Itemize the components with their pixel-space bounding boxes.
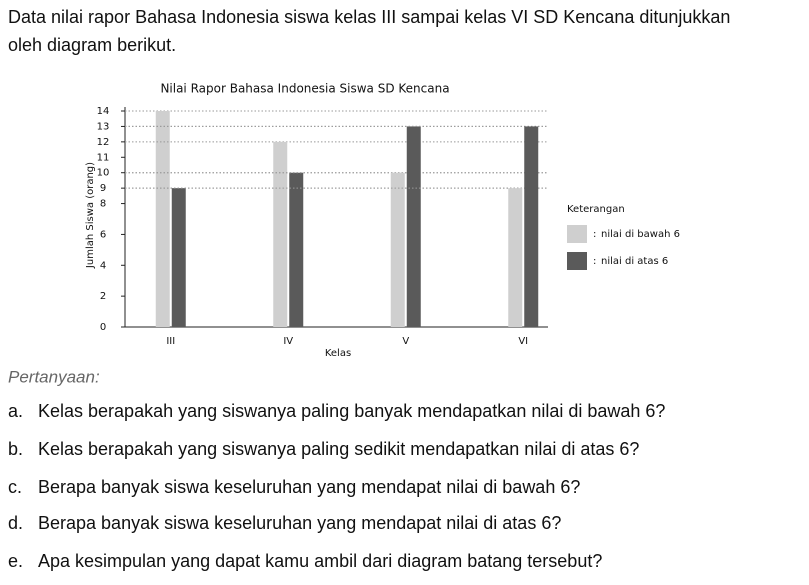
intro-line: oleh diagram berikut. bbox=[8, 35, 176, 55]
x-tick-label: IV bbox=[283, 336, 293, 347]
x-tick-label: VI bbox=[518, 336, 528, 347]
question-letter: c. bbox=[8, 477, 22, 497]
legend-separator: : bbox=[593, 256, 596, 267]
y-tick-label: 6 bbox=[100, 229, 106, 240]
legend-title: Keterangan bbox=[567, 204, 625, 215]
y-tick-label: 9 bbox=[100, 183, 106, 194]
bar bbox=[524, 126, 539, 327]
x-axis-label: Kelas bbox=[325, 348, 351, 359]
question-text: Berapa banyak siswa keseluruhan yang men… bbox=[38, 513, 561, 533]
legend-swatch bbox=[567, 252, 587, 270]
legend-separator: : bbox=[593, 229, 596, 240]
question-text: Berapa banyak siswa keseluruhan yang men… bbox=[38, 477, 580, 497]
y-axis-label: Jumlah Siswa (orang) bbox=[85, 162, 96, 269]
y-tick-label: 10 bbox=[97, 168, 110, 179]
y-tick-label: 4 bbox=[100, 260, 106, 271]
bar bbox=[508, 188, 523, 327]
question-text: Apa kesimpulan yang dapat kamu ambil dar… bbox=[38, 551, 602, 571]
intro-line: Data nilai rapor Bahasa Indonesia siswa … bbox=[8, 7, 730, 27]
y-tick-label: 11 bbox=[97, 152, 110, 163]
x-tick-label: III bbox=[166, 336, 175, 347]
y-tick-label: 2 bbox=[100, 291, 106, 302]
question-letter: a. bbox=[8, 401, 23, 421]
legend-swatch bbox=[567, 225, 587, 243]
bar bbox=[171, 188, 186, 327]
legend-label: nilai di bawah 6 bbox=[601, 229, 680, 240]
question-text: Kelas berapakah yang siswanya paling sed… bbox=[38, 439, 639, 459]
y-tick-label: 13 bbox=[97, 121, 110, 132]
bar bbox=[406, 126, 421, 327]
legend-label: nilai di atas 6 bbox=[601, 256, 668, 267]
bar bbox=[273, 141, 288, 327]
x-tick-label: V bbox=[402, 336, 409, 347]
question-text: Kelas berapakah yang siswanya paling ban… bbox=[38, 401, 665, 421]
y-tick-label: 8 bbox=[100, 199, 106, 210]
questions-label: Pertanyaan: bbox=[8, 367, 100, 386]
question-letter: b. bbox=[8, 439, 23, 459]
bar bbox=[289, 172, 304, 327]
y-tick-label: 12 bbox=[97, 137, 110, 148]
question-letter: e. bbox=[8, 551, 23, 571]
y-tick-label: 0 bbox=[100, 322, 106, 333]
y-tick-label: 14 bbox=[97, 106, 110, 117]
question-letter: d. bbox=[8, 513, 23, 533]
bar bbox=[390, 172, 405, 327]
bar bbox=[155, 111, 170, 327]
chart-title: Nilai Rapor Bahasa Indonesia Siswa SD Ke… bbox=[160, 82, 449, 96]
